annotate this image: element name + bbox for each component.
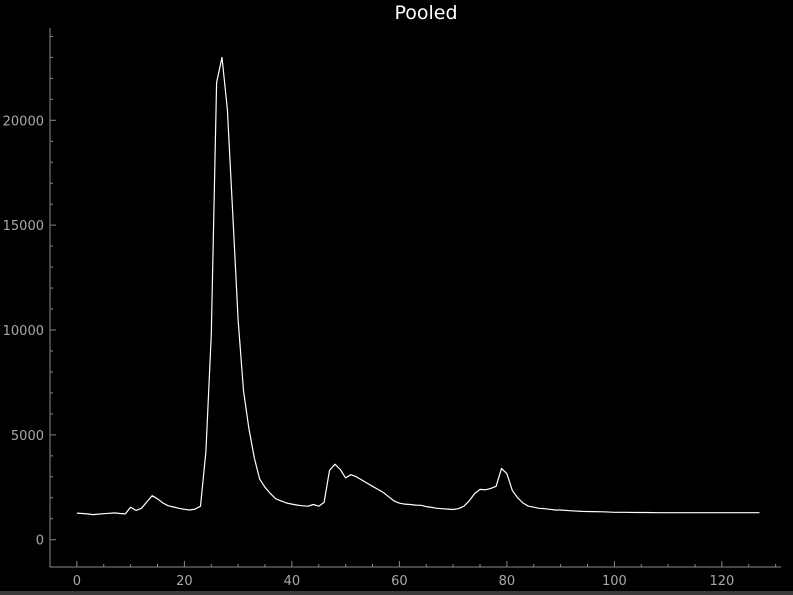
- x-tick-label: 120: [709, 574, 734, 589]
- x-tick-label: 40: [284, 574, 301, 589]
- y-tick-label: 10000: [3, 324, 44, 339]
- y-tick-label: 5000: [11, 429, 44, 444]
- x-axis-ticks: 0 20 40 60 80 100 120: [73, 561, 777, 589]
- x-tick-label: 100: [602, 574, 627, 589]
- y-tick-label: 20000: [3, 114, 44, 129]
- y-axis-ticks: 0 5000 10000 15000 20000: [3, 35, 56, 549]
- series-layer: [76, 56, 760, 516]
- series-line: [76, 56, 760, 516]
- x-tick-label: 20: [176, 574, 193, 589]
- x-tick-label: 80: [499, 574, 516, 589]
- x-tick-label: 0: [73, 574, 81, 589]
- y-tick-label: 15000: [3, 219, 44, 234]
- x-tick-label: 60: [391, 574, 408, 589]
- chart-title: Pooled: [394, 2, 457, 24]
- window-bottom-border: [0, 591, 793, 595]
- y-tick-label: 0: [36, 534, 44, 549]
